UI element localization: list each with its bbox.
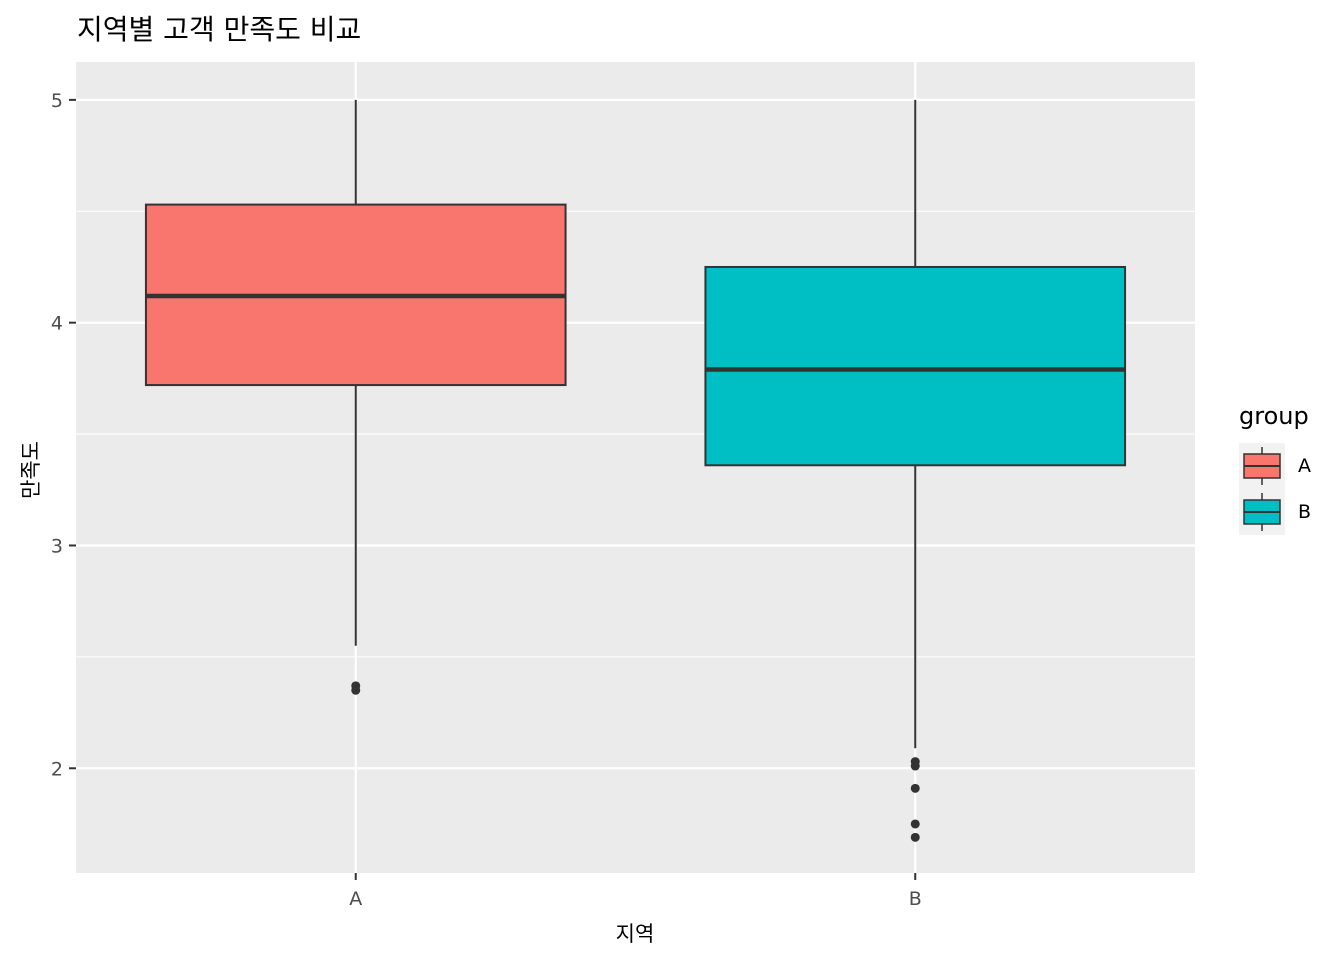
y-axis-title: 만족도 xyxy=(19,441,43,499)
plot-panel xyxy=(76,62,1195,873)
outlier-point xyxy=(910,757,920,767)
y-tick-label: 3 xyxy=(51,535,63,557)
box xyxy=(704,265,1127,467)
x-tick-label: A xyxy=(349,888,362,910)
y-tick-label: 5 xyxy=(51,90,63,112)
outlier-point xyxy=(910,832,920,842)
outlier-point xyxy=(910,819,920,829)
chart-title: 지역별 고객 만족도 비교 xyxy=(77,13,362,46)
legend-label-b: B xyxy=(1298,501,1312,523)
y-tick-label: 4 xyxy=(51,313,63,335)
y-tick-label: 2 xyxy=(51,758,63,780)
outlier-point xyxy=(910,783,920,793)
x-axis-title: 지역 xyxy=(615,922,655,946)
legend-title: group xyxy=(1239,402,1309,430)
legend-label-a: A xyxy=(1298,455,1311,477)
x-tick-label: B xyxy=(909,888,922,910)
outlier-point xyxy=(351,681,361,691)
